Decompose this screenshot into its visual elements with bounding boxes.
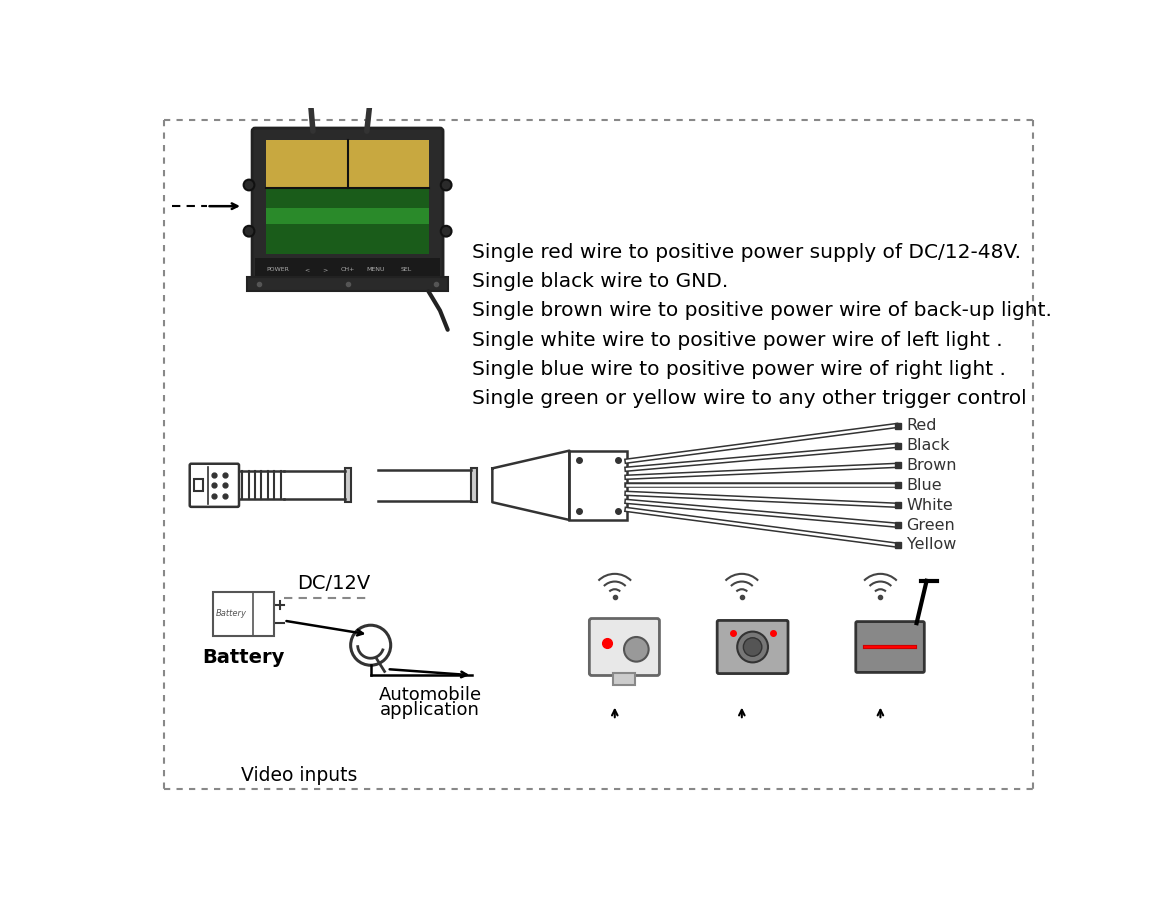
Circle shape [737,632,769,662]
FancyBboxPatch shape [856,622,924,672]
FancyBboxPatch shape [590,618,660,676]
Text: POWER: POWER [266,267,288,272]
FancyBboxPatch shape [189,464,239,507]
Circle shape [244,226,255,237]
Text: Yellow: Yellow [906,537,955,553]
FancyBboxPatch shape [266,140,429,202]
Text: White: White [906,498,953,513]
Circle shape [244,180,255,191]
FancyBboxPatch shape [346,468,352,502]
Text: <: < [305,267,310,272]
Circle shape [440,180,452,191]
FancyBboxPatch shape [569,451,627,520]
Polygon shape [493,451,569,520]
Text: Single green or yellow wire to any other trigger control: Single green or yellow wire to any other… [472,389,1027,408]
FancyBboxPatch shape [252,128,443,284]
Text: Red: Red [906,418,937,433]
FancyBboxPatch shape [266,208,429,224]
FancyBboxPatch shape [471,468,477,502]
Text: Video inputs: Video inputs [241,767,357,786]
FancyBboxPatch shape [248,277,447,292]
FancyBboxPatch shape [255,258,440,281]
Text: Brown: Brown [906,458,957,473]
Text: DC/12V: DC/12V [298,574,370,593]
Text: CH+: CH+ [340,267,355,272]
Text: Single brown wire to positive power wire of back-up light.: Single brown wire to positive power wire… [472,302,1052,320]
FancyBboxPatch shape [266,140,429,254]
FancyBboxPatch shape [194,479,203,491]
Text: Single white wire to positive power wire of left light .: Single white wire to positive power wire… [472,330,1003,349]
Text: Battery: Battery [202,648,285,667]
Text: Automobile: Automobile [378,686,481,704]
FancyBboxPatch shape [213,591,274,636]
Text: application: application [380,701,480,719]
Text: Green: Green [906,518,955,533]
Text: Single blue wire to positive power wire of right light .: Single blue wire to positive power wire … [472,360,1006,379]
Text: SEL: SEL [401,267,412,272]
Text: MENU: MENU [366,267,384,272]
Circle shape [624,637,648,662]
Circle shape [743,638,762,656]
FancyBboxPatch shape [717,620,788,673]
Text: Single black wire to GND.: Single black wire to GND. [472,272,729,291]
Text: Single red wire to positive power supply of DC/12-48V.: Single red wire to positive power supply… [472,243,1021,262]
FancyBboxPatch shape [266,188,429,254]
Text: Blue: Blue [906,478,943,493]
Text: Battery: Battery [216,609,246,618]
Text: >: > [322,267,328,272]
FancyBboxPatch shape [613,673,634,685]
Text: Black: Black [906,438,950,453]
Circle shape [440,226,452,237]
